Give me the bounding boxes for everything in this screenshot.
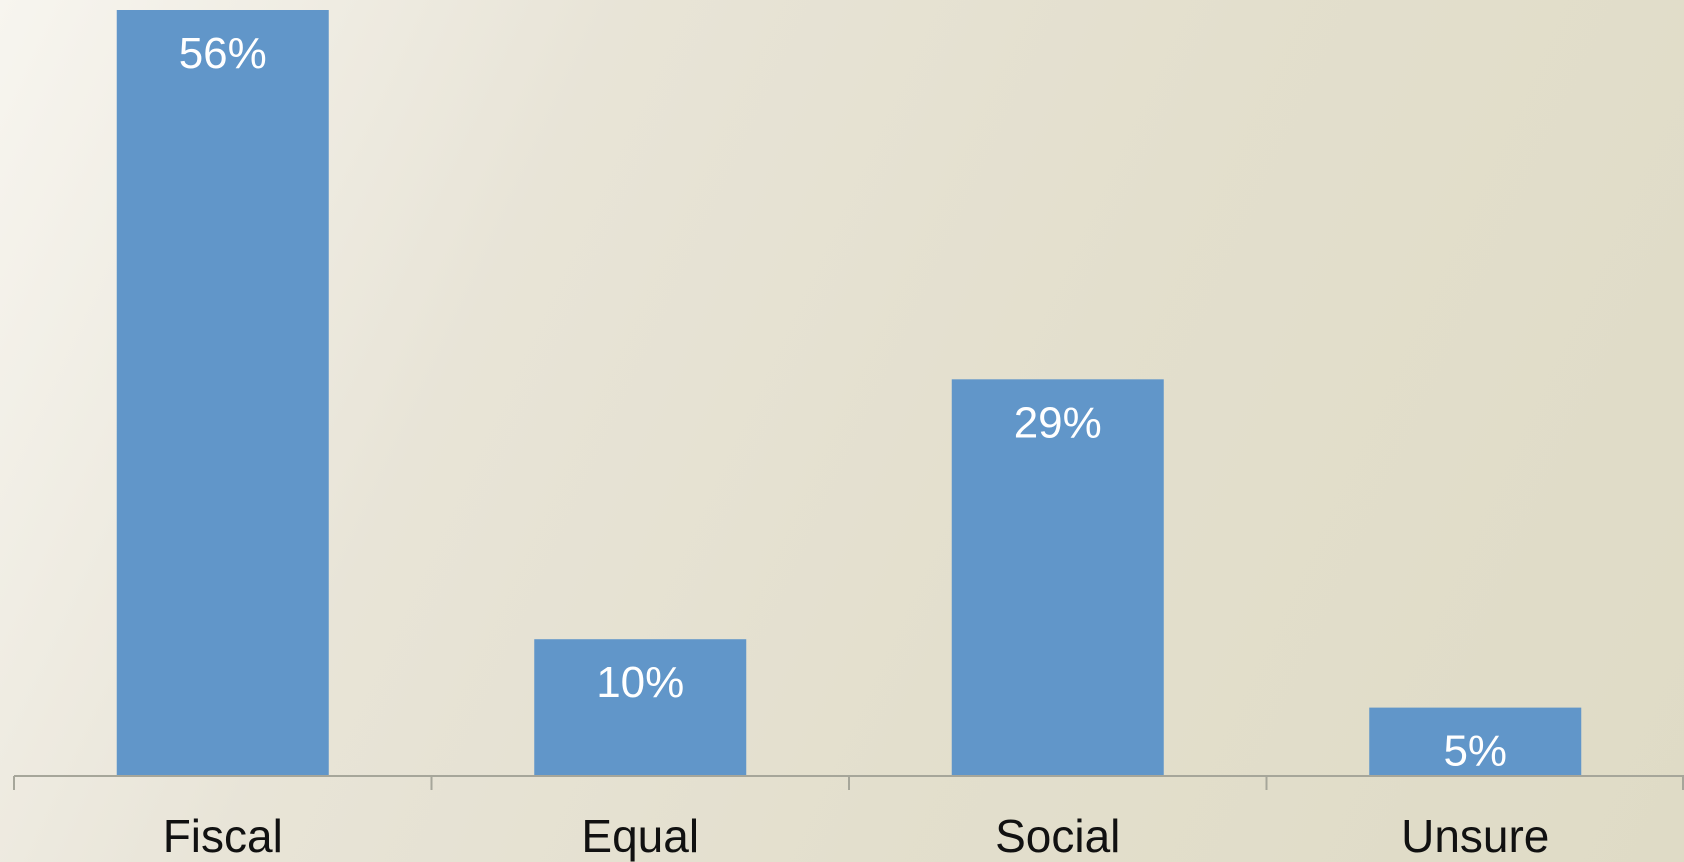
data-label-unsure: 5%	[1443, 727, 1507, 776]
bars-group	[116, 10, 1582, 776]
bar-social	[951, 379, 1164, 776]
category-label-fiscal: Fiscal	[163, 810, 283, 862]
category-labels-group: Fiscal Equal Social Unsure	[163, 810, 1550, 862]
category-label-equal: Equal	[581, 810, 699, 862]
bar-fiscal	[116, 10, 329, 776]
x-axis-ticks	[13, 776, 1684, 790]
category-label-social: Social	[995, 810, 1120, 862]
data-labels-group: 56% 10% 29% 5%	[179, 29, 1507, 776]
data-label-fiscal: 56%	[179, 29, 267, 78]
category-label-unsure: Unsure	[1401, 810, 1549, 862]
data-label-social: 29%	[1014, 398, 1102, 447]
bar-unsure	[1369, 707, 1582, 776]
bar-equal	[534, 639, 747, 776]
data-label-equal: 10%	[596, 658, 684, 707]
